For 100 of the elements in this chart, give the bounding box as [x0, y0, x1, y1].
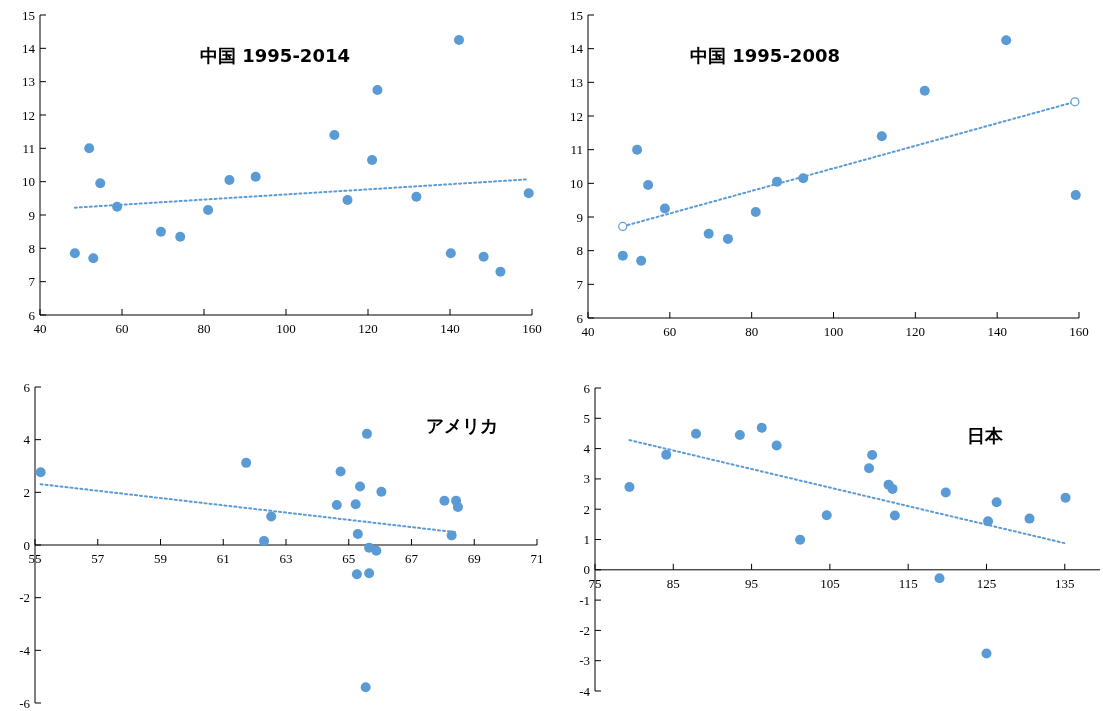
y-tick-label: 4	[583, 441, 591, 457]
point	[1070, 190, 1081, 201]
y-tick-label: 6	[28, 307, 36, 323]
y-tick-label: 14	[570, 41, 584, 57]
point	[691, 428, 701, 439]
point	[1001, 35, 1012, 46]
y-tick-label: 6	[23, 379, 31, 395]
x-tick-label: 60	[115, 321, 129, 336]
text: 日本	[967, 425, 1004, 446]
x-tick-label: 75	[588, 575, 602, 591]
point	[342, 195, 353, 205]
x-tick-label: 160	[1069, 324, 1089, 339]
text: 中国 1995-2014	[200, 45, 350, 66]
x-tick-label: 120	[358, 321, 378, 336]
point	[703, 228, 714, 239]
point	[617, 250, 628, 261]
point	[331, 499, 342, 510]
point	[756, 422, 767, 433]
point	[876, 131, 887, 142]
point	[624, 482, 635, 493]
point	[618, 221, 628, 232]
point	[722, 233, 733, 244]
y-tick-label: 8	[28, 240, 35, 256]
x-tick-label: 140	[987, 324, 1007, 339]
y-tick-label: 4	[23, 432, 31, 448]
text: 中国 1995-2008	[690, 45, 840, 66]
y-tick-label: -2	[19, 590, 30, 606]
point	[1070, 97, 1080, 107]
point	[361, 428, 372, 439]
point	[919, 85, 930, 96]
point	[241, 457, 252, 468]
x-tick-label: 71	[530, 551, 544, 566]
x-tick-label: 69	[467, 551, 481, 566]
y-tick-label: 15	[570, 7, 583, 23]
y-tick-label: 9	[576, 209, 583, 225]
point	[1024, 513, 1035, 524]
x-tick-label: 65	[342, 551, 356, 566]
y-tick-label: -3	[579, 653, 590, 669]
text: アメリカ	[426, 415, 498, 436]
point	[523, 188, 534, 199]
point	[266, 511, 277, 522]
y-tick-label: 13	[570, 74, 583, 90]
point	[940, 487, 951, 498]
point	[934, 573, 945, 584]
y-tick-label: 9	[28, 207, 35, 223]
y-tick-label: -6	[19, 695, 31, 711]
point	[750, 206, 761, 217]
point	[643, 180, 654, 191]
point	[376, 486, 387, 497]
y-tick-label: 6	[583, 380, 591, 396]
point	[224, 175, 235, 185]
x-tick-label: 125	[976, 575, 997, 591]
point	[445, 248, 456, 259]
y-tick-label: 14	[22, 40, 36, 56]
point	[452, 502, 463, 513]
x-tick-label: 160	[522, 321, 542, 336]
point	[95, 178, 106, 189]
y-tick-label: 2	[583, 501, 590, 517]
point	[360, 682, 371, 693]
x-tick-label: 120	[905, 324, 926, 339]
y-tick-label: 7	[28, 274, 36, 290]
point	[364, 568, 375, 579]
point	[250, 171, 261, 182]
point	[69, 248, 80, 259]
y-tick-label: -4	[19, 642, 31, 658]
y-tick-label: 11	[22, 140, 35, 156]
point	[991, 497, 1002, 508]
point	[350, 499, 361, 510]
point	[371, 545, 382, 556]
point	[439, 495, 450, 506]
x-tick-label: 140	[440, 321, 460, 336]
x-tick-label: 100	[823, 324, 844, 339]
y-tick-label: 10	[570, 175, 583, 191]
y-tick-label: 0	[583, 562, 590, 578]
x-tick-label: 95	[745, 575, 759, 591]
point	[372, 85, 383, 95]
point	[88, 253, 99, 264]
point	[1060, 492, 1071, 503]
point	[335, 466, 346, 477]
point	[636, 255, 647, 266]
x-tick-label: 40	[33, 321, 47, 336]
point	[734, 429, 745, 440]
point	[981, 648, 992, 659]
y-tick-label: 5	[583, 410, 590, 426]
point	[889, 510, 900, 521]
y-tick-label: 13	[22, 74, 35, 90]
point	[887, 483, 898, 494]
point	[795, 534, 806, 545]
y-tick-label: 6	[576, 310, 584, 326]
point	[367, 155, 378, 165]
point	[155, 226, 166, 237]
point	[661, 449, 672, 460]
point	[478, 251, 489, 262]
x-tick-label: 57	[91, 551, 105, 566]
point	[632, 144, 643, 155]
y-tick-label: 11	[570, 142, 583, 158]
point	[411, 191, 422, 202]
x-tick-label: 135	[1055, 575, 1075, 591]
y-tick-label: -1	[579, 592, 590, 608]
point	[84, 143, 95, 154]
